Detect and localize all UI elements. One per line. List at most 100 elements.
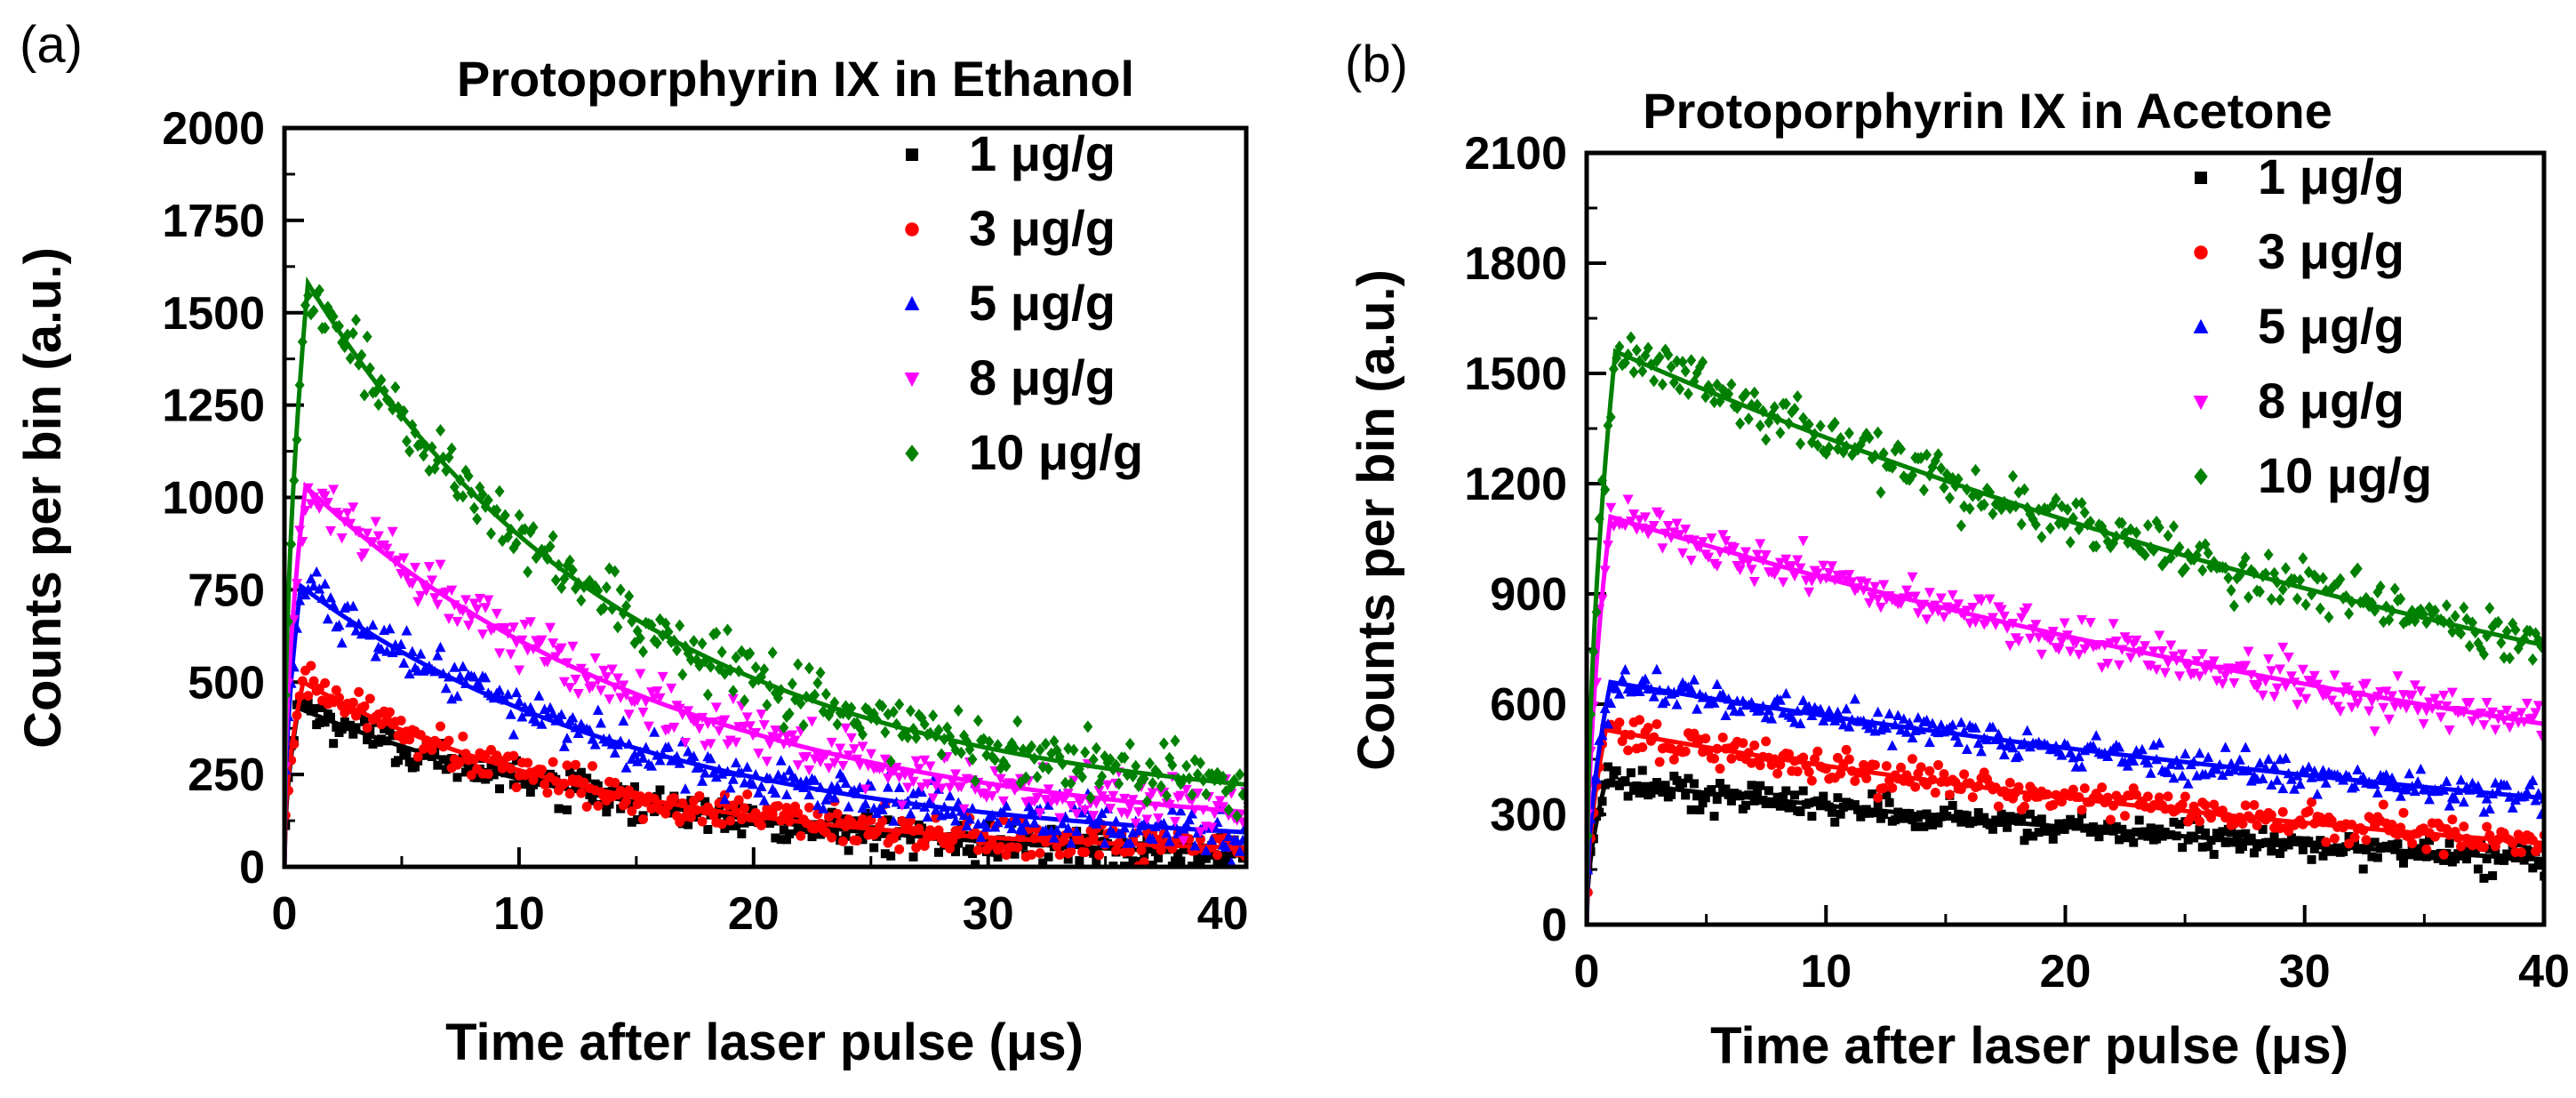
data-point <box>2145 661 2156 672</box>
data-point <box>1826 561 1837 572</box>
ticks: 0 300 600 900 1200 1500 1800 2100 0 10 20 30 40 <box>1464 128 2570 998</box>
data-point <box>2016 517 2027 531</box>
data-point <box>832 781 844 791</box>
data-point <box>2277 642 2289 653</box>
data-point <box>2406 690 2418 701</box>
data-point <box>820 687 831 701</box>
data-point <box>1620 776 1630 786</box>
data-point <box>1873 792 1884 803</box>
data-point <box>672 644 683 657</box>
data-point <box>1787 803 1796 813</box>
data-point <box>1761 799 1771 809</box>
data-point <box>406 579 418 589</box>
data-point <box>427 745 437 756</box>
y-tick-label: 1000 <box>162 473 265 525</box>
data-point <box>2194 671 2205 682</box>
legend-item: 3 μg/g <box>905 200 1116 256</box>
data-point <box>533 690 545 701</box>
data-point <box>2076 614 2088 626</box>
data-point <box>2173 759 2185 770</box>
data-point <box>308 676 319 686</box>
data-point <box>956 746 966 759</box>
data-point <box>1993 728 2004 740</box>
data-point <box>1643 722 1653 733</box>
data-point <box>1106 841 1116 851</box>
data-point <box>1827 807 1836 817</box>
data-point <box>2146 823 2156 833</box>
data-point <box>606 664 618 676</box>
data-point <box>1068 743 1079 757</box>
data-point <box>514 695 525 707</box>
data-point <box>2020 836 2029 846</box>
data-point <box>2209 849 2219 859</box>
data-point <box>840 723 852 734</box>
data-point <box>2266 592 2276 605</box>
legend-marker <box>2195 172 2207 184</box>
data-point <box>1961 743 1972 755</box>
data-point <box>1698 356 1708 369</box>
data-point <box>576 788 587 798</box>
data-point <box>432 599 444 611</box>
legend-marker <box>2193 318 2209 333</box>
y-tick-label: 1500 <box>1464 349 1567 400</box>
data-point <box>1623 791 1633 801</box>
data-point <box>1088 832 1099 843</box>
data-point <box>1108 862 1118 867</box>
data-point <box>514 509 524 522</box>
data-point <box>771 833 780 843</box>
data-point <box>1824 441 1835 454</box>
data-point <box>720 823 730 833</box>
data-point <box>2229 838 2239 847</box>
data-point <box>2387 819 2397 830</box>
data-point <box>2076 496 2087 509</box>
data-point <box>2444 725 2455 736</box>
data-point <box>1220 841 1232 852</box>
data-point <box>2412 775 2424 787</box>
data-point <box>2008 469 2019 483</box>
legend-label: 10 μg/g <box>969 424 1143 480</box>
data-point <box>1878 580 1890 591</box>
data-point <box>452 489 462 502</box>
data-point <box>1671 699 1683 709</box>
data-point <box>2056 749 2068 760</box>
data-point <box>2076 805 2087 815</box>
data-point <box>2188 669 2200 679</box>
data-point <box>1192 788 1204 799</box>
data-point <box>1071 825 1083 837</box>
y-tick-label: 250 <box>188 749 265 801</box>
data-point <box>2537 861 2544 870</box>
data-point <box>519 620 531 630</box>
data-point <box>331 685 341 695</box>
data-point <box>1027 849 1037 860</box>
data-point <box>1094 850 1105 861</box>
data-point <box>2484 844 2494 854</box>
data-point <box>363 735 372 745</box>
data-point <box>2499 651 2509 664</box>
data-point <box>989 753 1000 766</box>
data-point <box>2131 526 2141 540</box>
data-point <box>548 530 558 543</box>
data-point <box>449 661 460 672</box>
data-point <box>702 688 713 701</box>
data-point <box>2142 757 2154 768</box>
data-point <box>1201 788 1212 801</box>
data-point <box>388 731 397 741</box>
data-point <box>2415 685 2427 697</box>
data-point <box>620 762 632 773</box>
data-point <box>571 759 581 770</box>
data-point <box>545 540 556 553</box>
data-point <box>401 625 412 636</box>
data-point <box>2507 802 2518 813</box>
data-point <box>2501 705 2513 717</box>
data-point <box>1924 765 1935 776</box>
data-point <box>2298 845 2308 854</box>
data-point <box>684 820 693 830</box>
legend-label: 8 μg/g <box>2258 373 2404 429</box>
data-point <box>854 781 866 792</box>
data-point <box>452 773 462 782</box>
legend: 1 μg/g 3 μg/g 5 μg/g 8 μg/g 10 μg/g <box>904 125 1143 480</box>
data-point <box>742 789 753 799</box>
data-point <box>1035 808 1046 819</box>
data-point <box>2478 806 2490 817</box>
data-point <box>880 849 890 859</box>
